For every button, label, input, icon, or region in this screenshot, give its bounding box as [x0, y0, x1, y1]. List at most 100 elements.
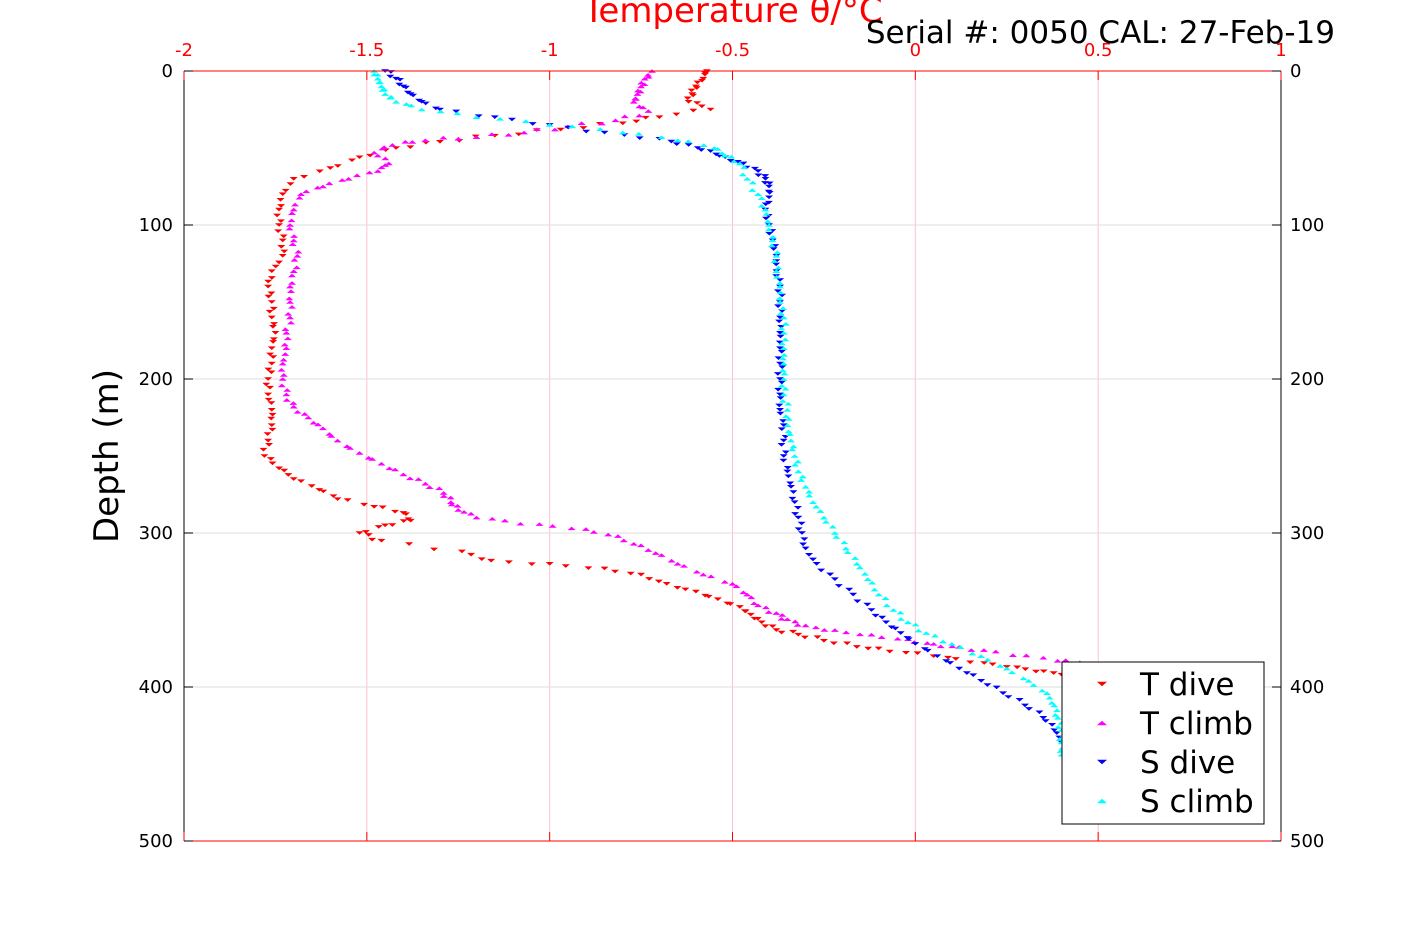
data-point — [1019, 676, 1028, 681]
data-point — [870, 587, 879, 592]
y-tick-label: 200 — [139, 369, 173, 390]
data-point — [772, 262, 781, 267]
data-point — [849, 592, 858, 597]
data-point — [421, 101, 430, 106]
data-point — [776, 278, 785, 282]
data-point — [645, 577, 654, 581]
data-point — [840, 540, 849, 545]
data-point — [264, 397, 273, 402]
data-point — [454, 508, 463, 512]
data-point — [753, 617, 762, 621]
data-point — [746, 612, 755, 617]
data-point — [641, 115, 650, 120]
data-point — [286, 289, 295, 293]
data-point — [776, 311, 785, 316]
data-point — [378, 505, 387, 510]
data-point — [392, 76, 401, 81]
legend-label: T dive — [1139, 667, 1235, 703]
data-point — [684, 100, 693, 104]
data-point — [488, 516, 497, 521]
data-point — [618, 130, 627, 135]
data-point — [743, 177, 752, 181]
data-point — [784, 401, 793, 406]
x-tick-label: -1 — [541, 40, 559, 61]
data-point — [789, 444, 798, 449]
data-point — [781, 322, 790, 326]
data-point — [436, 109, 445, 114]
data-point — [435, 486, 444, 491]
data-point — [776, 331, 785, 335]
data-point — [777, 326, 786, 331]
data-point — [460, 510, 469, 514]
data-point — [845, 587, 854, 592]
data-point — [381, 156, 390, 161]
y-tick-label: 100 — [139, 215, 173, 236]
data-point — [881, 596, 890, 600]
data-point — [275, 207, 284, 212]
data-point — [754, 173, 763, 178]
data-point — [775, 403, 784, 408]
data-point — [851, 556, 860, 560]
data-point — [867, 608, 876, 612]
data-point — [288, 305, 297, 309]
data-point — [1050, 728, 1059, 732]
data-point — [697, 148, 706, 152]
data-point — [977, 654, 986, 658]
data-point — [860, 572, 869, 576]
data-point — [288, 242, 297, 246]
data-point — [392, 100, 401, 104]
data-point — [1004, 695, 1013, 699]
data-point — [777, 341, 786, 346]
data-point — [263, 432, 272, 436]
data-point — [286, 320, 295, 325]
data-point — [278, 192, 287, 196]
data-point — [938, 639, 947, 644]
data-point — [651, 551, 660, 555]
data-point — [1013, 665, 1022, 670]
data-point — [384, 161, 393, 166]
data-point — [421, 481, 430, 486]
data-point — [914, 628, 923, 633]
data-point — [791, 512, 800, 516]
data-point — [769, 247, 778, 251]
data-point — [692, 569, 701, 574]
data-point — [776, 346, 785, 350]
data-point — [267, 300, 276, 304]
data-point — [783, 617, 792, 622]
data-point — [783, 423, 792, 427]
data-point — [808, 557, 817, 562]
data-point — [267, 361, 276, 366]
data-point — [996, 664, 1005, 668]
x-tick-label: -0.5 — [715, 40, 750, 61]
data-point — [297, 192, 306, 196]
data-point — [761, 605, 770, 610]
data-point — [439, 135, 448, 140]
data-point — [289, 177, 298, 181]
data-point — [550, 127, 559, 132]
data-point — [365, 170, 374, 175]
data-point — [467, 552, 476, 557]
data-point — [789, 490, 798, 494]
data-point — [629, 541, 638, 546]
data-point — [955, 666, 964, 671]
data-point — [805, 489, 814, 494]
data-point — [776, 334, 785, 339]
data-point — [282, 331, 291, 335]
data-point — [772, 254, 781, 258]
data-point — [293, 410, 302, 414]
data-point — [774, 356, 783, 361]
data-point — [1025, 707, 1034, 711]
data-point — [783, 466, 792, 470]
legend-marker-triangle-up-icon — [1097, 720, 1107, 726]
data-point — [278, 254, 287, 258]
data-point — [764, 610, 773, 614]
data-point — [772, 611, 781, 615]
data-point — [787, 485, 796, 489]
data-point — [280, 342, 289, 347]
data-point — [290, 257, 299, 262]
data-point — [942, 659, 951, 663]
data-point — [777, 427, 786, 431]
data-point — [820, 628, 829, 632]
data-point — [735, 161, 744, 166]
